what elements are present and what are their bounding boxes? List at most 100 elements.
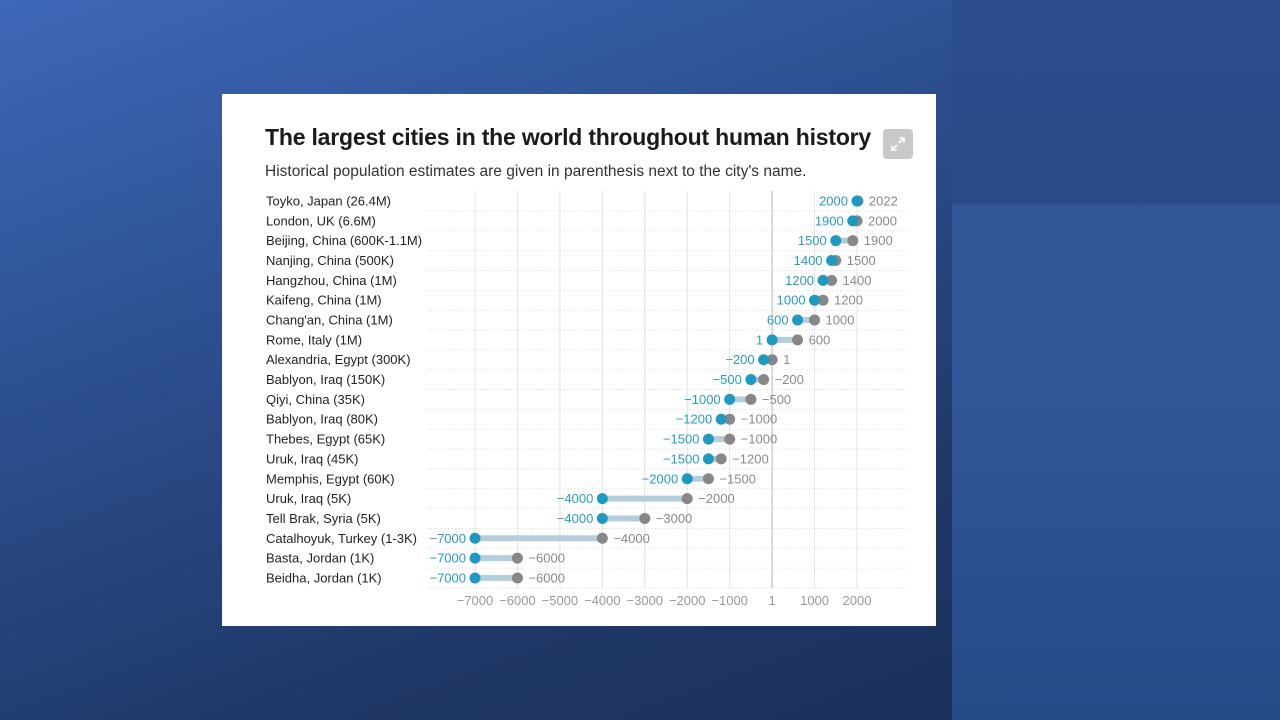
end-point (724, 413, 736, 425)
end-value-label: −6000 (528, 551, 565, 566)
category-label: Toyko, Japan (26.4M) (266, 194, 391, 209)
end-point (745, 393, 757, 405)
x-tick-label: −2000 (669, 593, 706, 608)
x-tick-label: 1000 (800, 593, 829, 608)
start-point (702, 433, 714, 445)
end-point (809, 314, 821, 326)
end-value-label: −4000 (613, 531, 650, 546)
start-value-label: 600 (767, 313, 789, 328)
chart-card: The largest cities in the world througho… (222, 94, 936, 626)
x-tick-label: 2000 (843, 593, 872, 608)
start-point (809, 294, 821, 306)
category-label: Uruk, Iraq (45K) (266, 451, 358, 466)
end-point (596, 532, 608, 544)
end-value-label: −1000 (741, 432, 778, 447)
category-label: Thebes, Egypt (65K) (266, 432, 385, 447)
start-point (792, 314, 804, 326)
start-value-label: −7000 (429, 531, 466, 546)
start-point (715, 413, 727, 425)
start-point (830, 235, 842, 247)
end-point (511, 572, 523, 584)
start-value-label: 1900 (815, 213, 844, 228)
end-point (639, 512, 651, 524)
start-value-label: −4000 (557, 491, 594, 506)
end-point (826, 274, 838, 286)
x-tick-label: −1000 (711, 593, 748, 608)
start-point (724, 393, 736, 405)
start-value-label: 1200 (785, 273, 814, 288)
end-point (766, 354, 778, 366)
end-value-label: 2000 (868, 213, 897, 228)
start-value-label: 1500 (798, 233, 827, 248)
end-point (817, 294, 829, 306)
end-value-label: −1200 (732, 451, 769, 466)
start-value-label: 1000 (777, 293, 806, 308)
start-value-label: 2000 (819, 194, 848, 209)
start-point (851, 195, 863, 207)
category-label: Qiyi, China (35K) (266, 392, 365, 407)
expand-icon (891, 137, 905, 151)
x-tick-label: −4000 (584, 593, 621, 608)
category-label: Chang'an, China (1M) (266, 313, 393, 328)
end-value-label: 2022 (869, 194, 898, 209)
category-label: Bablyon, Iraq (150K) (266, 372, 385, 387)
dumbbell-chart: −7000 −6000 −5000 −4000 −3000 −2000 −1000 1 1000… (266, 191, 908, 608)
end-value-label: −1000 (741, 412, 778, 427)
background-panel (952, 0, 1280, 720)
chart-subtitle: Historical population estimates are give… (265, 163, 807, 180)
end-value-label: −2000 (698, 491, 735, 506)
start-value-label: −4000 (557, 511, 594, 526)
category-label: Alexandria, Egypt (300K) (266, 352, 411, 367)
start-value-label: −7000 (429, 570, 466, 585)
start-value-label: −2000 (642, 471, 679, 486)
category-label: Bablyon, Iraq (80K) (266, 412, 378, 427)
start-point (469, 572, 481, 584)
start-value-label: −1200 (676, 412, 713, 427)
category-label: Hangzhou, China (1M) (266, 273, 397, 288)
category-label: Basta, Jordan (1K) (266, 551, 374, 566)
end-point (715, 453, 727, 465)
end-point (847, 235, 859, 247)
x-tick-label: −7000 (457, 593, 494, 608)
start-point (702, 453, 714, 465)
end-point (681, 493, 693, 505)
end-value-label: 1000 (826, 313, 855, 328)
x-tick-label: −6000 (499, 593, 536, 608)
end-value-label: −200 (775, 372, 804, 387)
start-point (766, 334, 778, 346)
start-point (758, 354, 770, 366)
category-label: Beidha, Jordan (1K) (266, 570, 382, 585)
end-value-label: 1 (783, 352, 790, 367)
end-point (702, 473, 714, 485)
end-point (724, 433, 736, 445)
category-label: Uruk, Iraq (5K) (266, 491, 351, 506)
category-label: Catalhoyuk, Turkey (1-3K) (266, 531, 417, 546)
start-point (469, 552, 481, 564)
expand-button[interactable] (883, 129, 913, 159)
start-value-label: 1 (756, 332, 763, 347)
x-tick-label: −3000 (627, 593, 664, 608)
start-point (817, 274, 829, 286)
start-value-label: −1500 (663, 432, 700, 447)
start-value-label: −1500 (663, 451, 700, 466)
start-value-label: −200 (725, 352, 754, 367)
start-value-label: −7000 (429, 551, 466, 566)
category-label: Tell Brak, Syria (5K) (266, 511, 381, 526)
x-tick-label: −5000 (542, 593, 579, 608)
start-value-label: 1400 (794, 253, 823, 268)
end-point (511, 552, 523, 564)
start-point (469, 532, 481, 544)
start-point (826, 255, 838, 267)
end-value-label: 1400 (843, 273, 872, 288)
end-value-label: −6000 (528, 570, 565, 585)
start-value-label: −500 (713, 372, 742, 387)
end-value-label: 1500 (847, 253, 876, 268)
category-label: Beijing, China (600K-1.1M) (266, 233, 422, 248)
x-tick-label: 1 (769, 593, 776, 608)
end-value-label: −3000 (656, 511, 693, 526)
start-point (681, 473, 693, 485)
start-point (596, 512, 608, 524)
start-point (847, 215, 859, 227)
category-label: Nanjing, China (500K) (266, 253, 394, 268)
end-value-label: −1500 (719, 471, 756, 486)
